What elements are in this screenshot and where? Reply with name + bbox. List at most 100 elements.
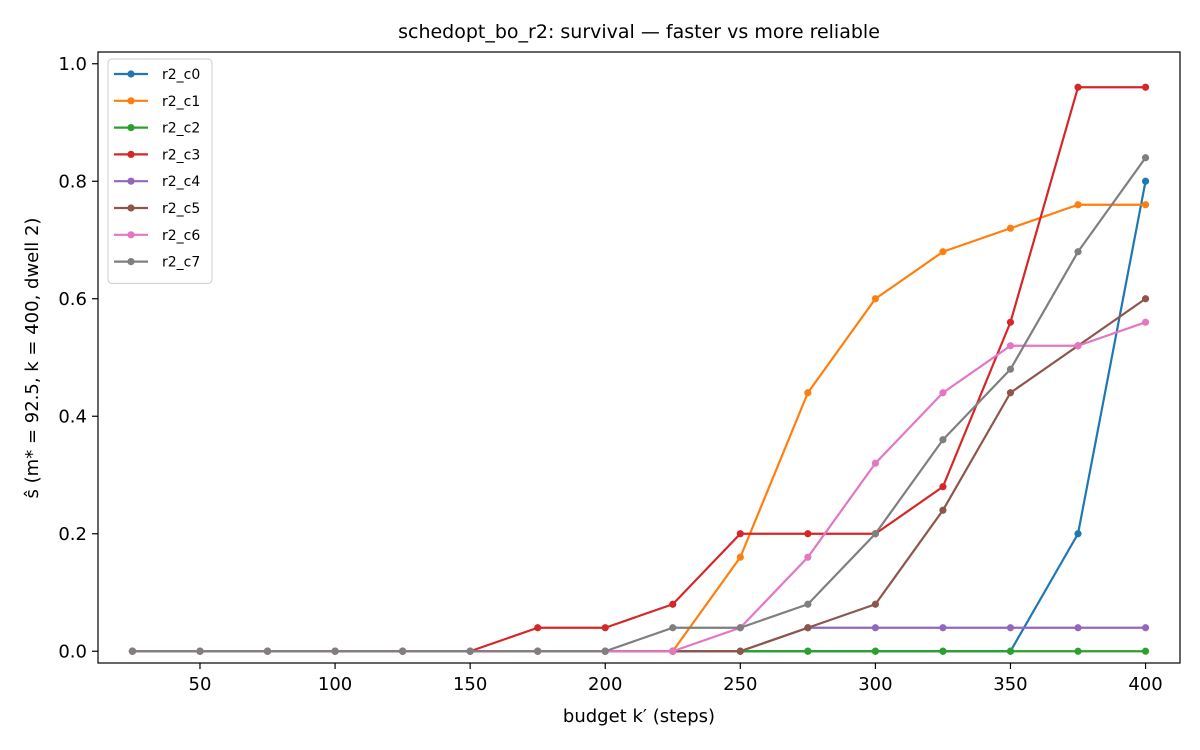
x-axis-ticks: 50 100 150 200 250 300 350 400	[189, 663, 1163, 695]
data-point	[871, 530, 879, 538]
legend: r2_c0 r2_c1 r2_c2 r2_c3 r2_c4 r2_c5 r2_c6 r2_c7	[107, 58, 213, 284]
x-tick-label: 250	[723, 674, 757, 695]
chart-title: schedopt_bo_r2: survival — faster vs mor…	[398, 21, 880, 43]
data-point	[1074, 248, 1082, 256]
data-point	[669, 624, 677, 632]
legend-box	[107, 58, 213, 284]
data-point	[331, 647, 339, 655]
y-axis-label: ŝ (m* = 92.5, k = 400, dwell 2)	[22, 218, 43, 499]
x-tick-label: 200	[588, 674, 622, 695]
plot-area-frame	[97, 51, 1181, 664]
data-point	[1074, 201, 1082, 209]
data-point	[669, 647, 677, 655]
x-tick-label: 300	[858, 674, 892, 695]
data-point	[871, 647, 879, 655]
x-tick-label: 400	[1128, 674, 1162, 695]
data-point	[196, 647, 204, 655]
legend-item: r2_c7	[114, 255, 200, 271]
data-point	[1074, 647, 1082, 655]
data-point	[1074, 342, 1082, 350]
series-layer	[128, 83, 1150, 655]
legend-item: r2_c5	[114, 201, 200, 217]
data-point	[1141, 83, 1150, 91]
data-point	[263, 647, 272, 655]
data-point	[601, 647, 609, 655]
data-point	[939, 624, 947, 632]
data-point	[669, 600, 677, 608]
legend-label: r2_c1	[162, 94, 200, 110]
data-point	[804, 624, 812, 632]
data-point	[939, 389, 947, 397]
legend-label: r2_c2	[162, 121, 200, 137]
data-point	[736, 553, 744, 561]
data-point	[1141, 201, 1150, 209]
data-point	[1006, 224, 1015, 232]
data-point	[736, 530, 744, 538]
legend-label: r2_c5	[162, 201, 200, 217]
data-point	[939, 506, 947, 514]
data-point	[1141, 295, 1150, 303]
x-tick-label: 50	[189, 674, 212, 695]
legend-label: r2_c4	[162, 174, 200, 190]
legend-swatch-marker	[127, 204, 135, 212]
legend-swatch-marker	[127, 177, 135, 185]
data-point	[871, 459, 879, 467]
data-point	[871, 600, 879, 608]
y-tick-label: 0.2	[58, 524, 87, 545]
legend-item: r2_c1	[114, 94, 200, 110]
legend-swatch-marker	[127, 97, 135, 105]
data-point	[804, 553, 812, 561]
data-point	[804, 389, 812, 397]
y-tick-label: 0.6	[58, 289, 87, 310]
legend-swatch-marker	[127, 258, 135, 266]
data-point	[939, 436, 947, 444]
legend-item: r2_c2	[114, 121, 200, 137]
data-point	[1074, 624, 1082, 632]
data-point	[1006, 647, 1015, 655]
data-point	[804, 647, 812, 655]
data-point	[1006, 318, 1015, 326]
data-point	[871, 295, 879, 303]
x-axis-label: budget k′ (steps)	[563, 706, 715, 727]
data-point	[1006, 624, 1015, 632]
data-point	[1006, 389, 1015, 397]
data-point	[534, 624, 542, 632]
data-point	[804, 530, 812, 538]
legend-label: r2_c7	[162, 255, 200, 271]
y-tick-label: 0.8	[58, 171, 87, 192]
data-point	[466, 647, 474, 655]
y-tick-label: 1.0	[58, 54, 87, 75]
data-point	[736, 647, 744, 655]
data-point	[1141, 177, 1150, 185]
data-point	[939, 483, 947, 491]
data-point	[1074, 83, 1082, 91]
data-point	[399, 647, 407, 655]
legend-label: r2_c3	[162, 147, 200, 163]
legend-label: r2_c0	[162, 67, 200, 83]
data-point	[1141, 318, 1150, 326]
y-axis-ticks: 0.0 0.2 0.4 0.6 0.8 1.0	[58, 54, 98, 662]
legend-label: r2_c6	[162, 228, 200, 244]
y-tick-label: 0.4	[58, 406, 87, 427]
data-point	[601, 624, 609, 632]
data-point	[939, 647, 947, 655]
legend-item: r2_c3	[114, 147, 200, 163]
series-line	[131, 156, 1147, 653]
data-point	[128, 647, 137, 655]
data-point	[1141, 624, 1150, 632]
legend-item: r2_c0	[114, 67, 200, 83]
data-point	[736, 624, 744, 632]
data-point	[1141, 154, 1150, 162]
y-tick-label: 0.0	[58, 641, 87, 662]
x-tick-label: 100	[318, 674, 352, 695]
series-r2_c7	[128, 154, 1150, 655]
data-point	[1006, 365, 1015, 373]
data-point	[804, 600, 812, 608]
x-tick-label: 350	[993, 674, 1027, 695]
data-point	[534, 647, 542, 655]
legend-item: r2_c6	[114, 228, 200, 244]
data-point	[1141, 647, 1150, 655]
data-point	[871, 624, 879, 632]
legend-swatch-marker	[127, 70, 135, 78]
